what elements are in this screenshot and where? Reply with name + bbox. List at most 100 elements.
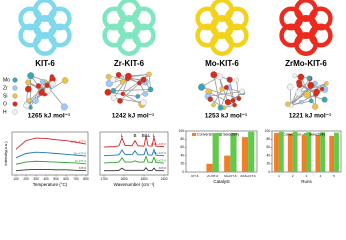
atom — [210, 71, 218, 79]
atom — [296, 79, 303, 86]
atom — [23, 102, 30, 109]
molecule — [285, 73, 329, 110]
atom-label: Si — [3, 93, 7, 99]
atom — [32, 97, 39, 104]
atom — [307, 81, 315, 89]
atom — [105, 73, 112, 80]
atom — [321, 96, 328, 103]
x-axis-title: Wavenumber (cm⁻¹) — [114, 182, 155, 187]
peak-label: B&L — [142, 133, 151, 138]
series-label: KIT-6 — [159, 166, 167, 170]
bond — [213, 88, 223, 106]
pore-tube — [47, 6, 72, 31]
pore-tube — [18, 23, 43, 48]
binding-energy: 1242 kJ mol⁻¹ — [112, 113, 154, 120]
atom — [104, 88, 112, 96]
bar — [206, 163, 213, 172]
x-tick-label: 1600 — [120, 177, 127, 181]
bond — [236, 80, 240, 99]
y-tick-label: 60 — [180, 145, 184, 149]
atom-swatch — [12, 77, 18, 83]
pore-tube — [308, 6, 333, 31]
x-tick-label: 1400 — [160, 177, 167, 181]
atom — [306, 75, 312, 81]
x-tick-label: 1700 — [100, 177, 107, 181]
series-label: Mo-KIT-6 — [74, 151, 87, 155]
atom — [230, 98, 236, 104]
binding-energy: 1253 kJ mol⁻¹ — [205, 113, 247, 120]
y-tick-label: 80 — [266, 137, 270, 141]
series-line — [15, 168, 87, 172]
bar — [315, 135, 321, 172]
atom — [115, 71, 122, 78]
atom — [25, 79, 31, 86]
peak-label: L — [121, 133, 124, 138]
pore-tube — [131, 6, 156, 31]
bar — [306, 132, 312, 172]
series-line — [103, 136, 165, 148]
atom — [297, 73, 305, 81]
atom — [119, 79, 126, 85]
atom — [232, 102, 237, 108]
binding-energy: 1221 kJ mol⁻¹ — [289, 113, 331, 120]
atom — [24, 85, 32, 93]
series-line — [15, 151, 87, 159]
bar — [320, 132, 326, 172]
y-axis-title: Intensity(a.u.) — [3, 141, 8, 166]
bar — [292, 131, 298, 172]
atom — [324, 81, 329, 86]
atom — [35, 83, 42, 89]
pore-model — [279, 0, 333, 56]
series-label: Zr-KIT-6 — [75, 159, 86, 163]
legend-label: Selectivity — [309, 133, 325, 137]
legend-swatch — [218, 133, 222, 136]
atom — [292, 73, 297, 78]
x-tick-label: 1 — [278, 174, 280, 178]
y-tick-label: 20 — [180, 162, 184, 166]
bar — [224, 155, 231, 172]
bond — [208, 91, 243, 97]
molecule — [198, 71, 245, 111]
x-tick-label: KIT-6 — [191, 174, 199, 178]
atom — [135, 94, 141, 99]
material-name: KIT-6 — [35, 59, 55, 68]
atom — [295, 89, 303, 97]
atom — [125, 72, 132, 80]
bar — [278, 131, 284, 172]
atom — [226, 76, 233, 83]
series-line — [15, 137, 87, 150]
atom-label: Zr — [3, 85, 8, 91]
peak-label: L — [153, 133, 156, 138]
x-tick-label: ZrMo-KIT-6 — [241, 174, 256, 178]
x-tick-label: 4 — [319, 174, 321, 178]
series-label: Mo-KIT-6 — [154, 151, 167, 155]
atom — [140, 99, 147, 106]
atom — [198, 83, 206, 91]
x-tick-label: 100 — [13, 177, 19, 181]
series-line — [104, 166, 164, 172]
bond — [213, 74, 221, 108]
bond — [220, 87, 230, 108]
series-line — [103, 146, 165, 157]
x-tick-label: 5 — [333, 174, 335, 178]
x-tick-label: 600 — [63, 177, 69, 181]
atom — [285, 101, 291, 107]
series-line — [15, 160, 87, 165]
x-tick-label: 1500 — [140, 177, 147, 181]
atom-swatch — [12, 93, 18, 99]
x-tick-label: 800 — [83, 177, 89, 181]
bond — [48, 87, 65, 108]
y-tick-label: 80 — [180, 137, 184, 141]
atom-swatch — [12, 109, 18, 115]
pore-tube — [224, 6, 249, 31]
atom-label: H — [3, 109, 7, 115]
y-tick-label: 100 — [179, 129, 185, 133]
x-tick-label: 400 — [43, 177, 49, 181]
y-tick-label: 100 — [265, 129, 271, 133]
atom — [117, 98, 123, 104]
atom — [44, 82, 50, 88]
atom — [140, 76, 147, 83]
atom-label: Mo — [3, 77, 10, 83]
pore-tube — [279, 23, 304, 48]
pore-model — [18, 0, 72, 56]
